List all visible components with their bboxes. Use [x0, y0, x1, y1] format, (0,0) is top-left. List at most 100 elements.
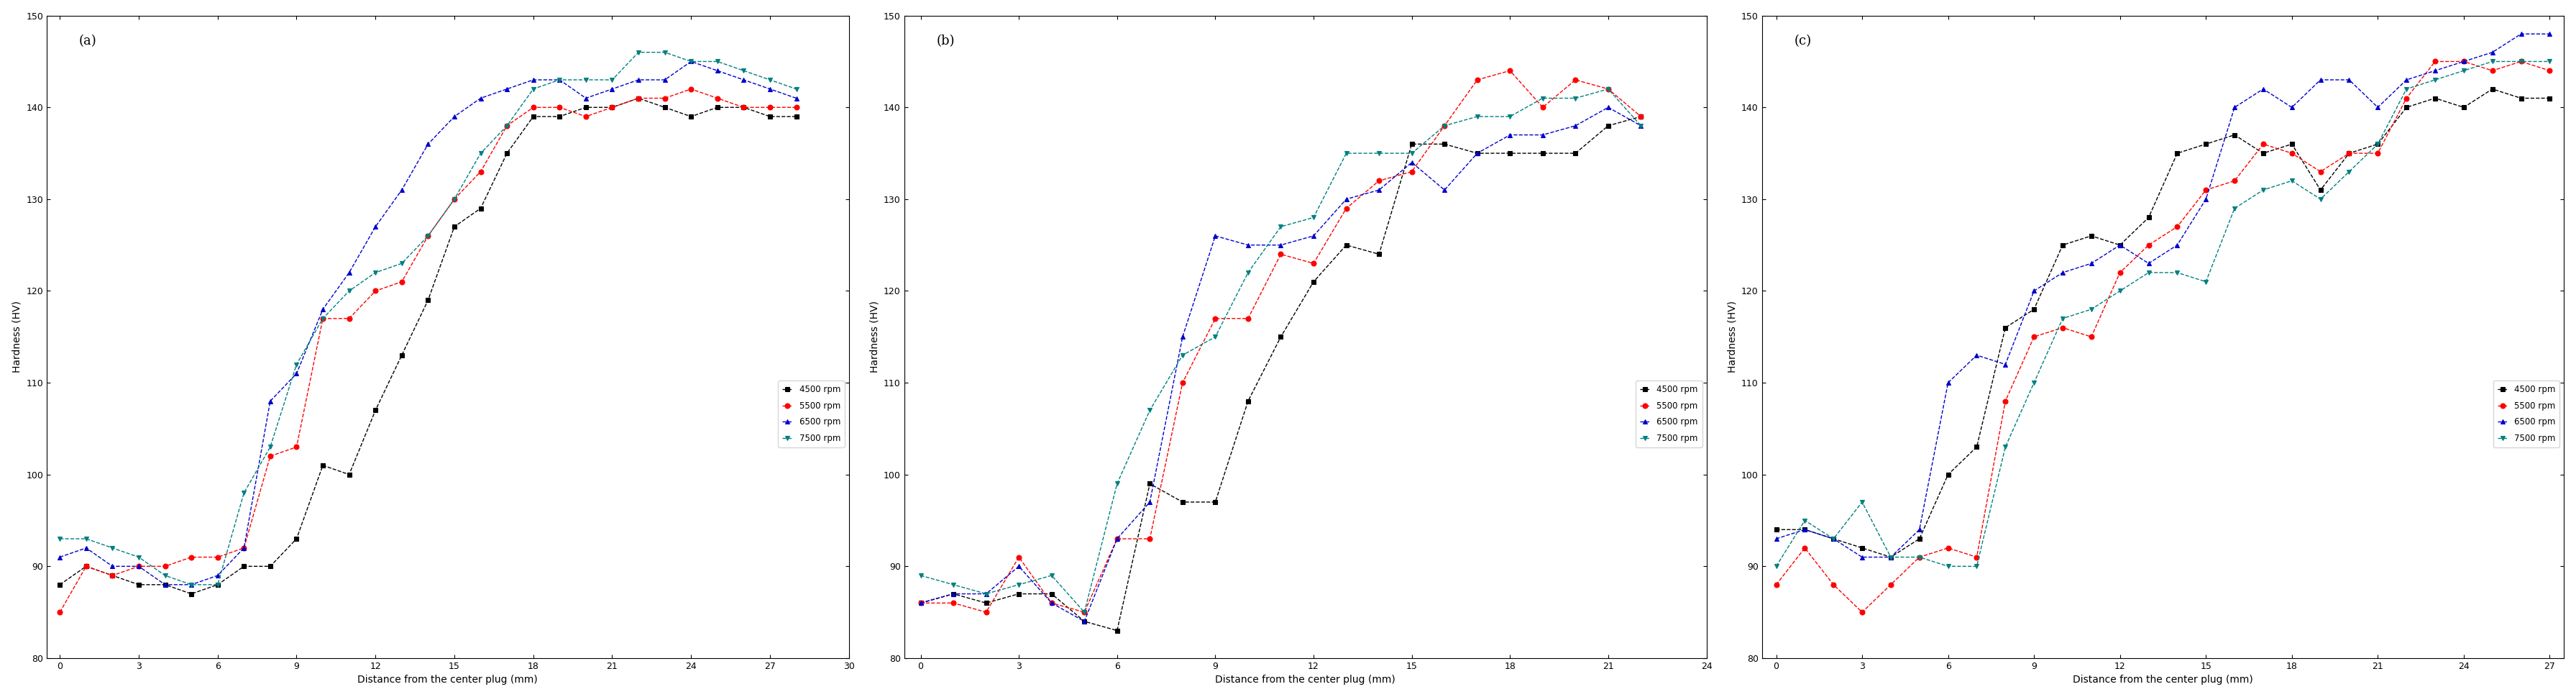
- 7500 rpm: [281, 360, 312, 369]
- 4500 rpm: [175, 590, 206, 598]
- 7500 rpm: [201, 581, 232, 589]
- 4500 rpm: [412, 296, 443, 305]
- 5500 rpm: [307, 314, 337, 323]
- 6500 rpm: [1790, 526, 1821, 534]
- 4500 rpm: [1847, 544, 1878, 552]
- 7500 rpm: [492, 121, 523, 130]
- 4500 rpm: [281, 535, 312, 543]
- 6500 rpm: [2133, 259, 2164, 268]
- 7500 rpm: [1430, 121, 1461, 130]
- 7500 rpm: [1528, 94, 1558, 102]
- 5500 rpm: [649, 94, 680, 102]
- 5500 rpm: [755, 103, 786, 112]
- 7500 rpm: [2334, 167, 2365, 176]
- 6500 rpm: [2076, 259, 2107, 268]
- 5500 rpm: [1103, 535, 1133, 543]
- 5500 rpm: [1904, 553, 1935, 561]
- 5500 rpm: [2391, 94, 2421, 102]
- 4500 rpm: [1989, 323, 2020, 332]
- 6500 rpm: [229, 544, 260, 552]
- 6500 rpm: [1005, 562, 1036, 570]
- 6500 rpm: [649, 76, 680, 84]
- 5500 rpm: [1430, 121, 1461, 130]
- 4500 rpm: [98, 572, 129, 580]
- 7500 rpm: [307, 314, 337, 323]
- 4500 rpm: [1069, 618, 1100, 626]
- 4500 rpm: [124, 581, 155, 589]
- 5500 rpm: [2190, 186, 2221, 194]
- 5500 rpm: [1005, 553, 1036, 561]
- 5500 rpm: [1298, 259, 1329, 268]
- 5500 rpm: [438, 195, 469, 204]
- 5500 rpm: [1960, 553, 1991, 561]
- 5500 rpm: [1762, 581, 1793, 589]
- 5500 rpm: [492, 121, 523, 130]
- 4500 rpm: [1265, 332, 1296, 341]
- 4500 rpm: [2249, 149, 2280, 158]
- 5500 rpm: [1932, 544, 1963, 552]
- 6500 rpm: [1103, 535, 1133, 543]
- 6500 rpm: [2190, 195, 2221, 204]
- 6500 rpm: [70, 544, 100, 552]
- 4500 rpm: [492, 149, 523, 158]
- 4500 rpm: [971, 599, 1002, 607]
- 6500 rpm: [1494, 131, 1525, 139]
- 4500 rpm: [1625, 112, 1656, 121]
- 5500 rpm: [98, 572, 129, 580]
- 7500 rpm: [1069, 608, 1100, 616]
- 7500 rpm: [1298, 213, 1329, 222]
- 5500 rpm: [335, 314, 366, 323]
- 5500 rpm: [386, 277, 417, 286]
- 7500 rpm: [361, 268, 392, 277]
- 5500 rpm: [1167, 378, 1198, 387]
- 6500 rpm: [904, 599, 935, 607]
- 6500 rpm: [675, 57, 706, 66]
- Line: 7500 rpm: 7500 rpm: [1775, 59, 2553, 569]
- 7500 rpm: [2105, 286, 2136, 295]
- 4500 rpm: [2020, 305, 2050, 314]
- 6500 rpm: [2334, 76, 2365, 84]
- 6500 rpm: [1298, 231, 1329, 240]
- 7500 rpm: [335, 286, 366, 295]
- 6500 rpm: [255, 397, 286, 405]
- 5500 rpm: [149, 562, 180, 570]
- 6500 rpm: [1430, 186, 1461, 194]
- 6500 rpm: [971, 590, 1002, 598]
- 7500 rpm: [1396, 149, 1427, 158]
- 5500 rpm: [1494, 66, 1525, 75]
- 5500 rpm: [1036, 599, 1066, 607]
- 7500 rpm: [44, 535, 75, 543]
- 5500 rpm: [971, 608, 1002, 616]
- 5500 rpm: [675, 85, 706, 93]
- 5500 rpm: [70, 562, 100, 570]
- 6500 rpm: [2020, 286, 2050, 295]
- 7500 rpm: [1561, 94, 1592, 102]
- 5500 rpm: [781, 103, 811, 112]
- 5500 rpm: [1561, 76, 1592, 84]
- 7500 rpm: [2249, 186, 2280, 194]
- 6500 rpm: [466, 94, 497, 102]
- 4500 rpm: [2391, 103, 2421, 112]
- 5500 rpm: [1847, 608, 1878, 616]
- 5500 rpm: [1332, 204, 1363, 213]
- 5500 rpm: [1363, 176, 1394, 185]
- 5500 rpm: [255, 452, 286, 460]
- Y-axis label: Hardness (HV): Hardness (HV): [13, 301, 23, 373]
- 7500 rpm: [386, 259, 417, 268]
- 4500 rpm: [1561, 149, 1592, 158]
- 7500 rpm: [255, 443, 286, 451]
- 4500 rpm: [2277, 140, 2308, 148]
- 5500 rpm: [466, 167, 497, 176]
- 7500 rpm: [2419, 76, 2450, 84]
- 5500 rpm: [124, 562, 155, 570]
- 4500 rpm: [386, 351, 417, 360]
- 7500 rpm: [755, 76, 786, 84]
- 4500 rpm: [1790, 526, 1821, 534]
- 5500 rpm: [2020, 332, 2050, 341]
- 5500 rpm: [518, 103, 549, 112]
- 4500 rpm: [2190, 140, 2221, 148]
- 7500 rpm: [1989, 443, 2020, 451]
- 7500 rpm: [1625, 121, 1656, 130]
- 4500 rpm: [2105, 241, 2136, 250]
- 4500 rpm: [1875, 553, 1906, 561]
